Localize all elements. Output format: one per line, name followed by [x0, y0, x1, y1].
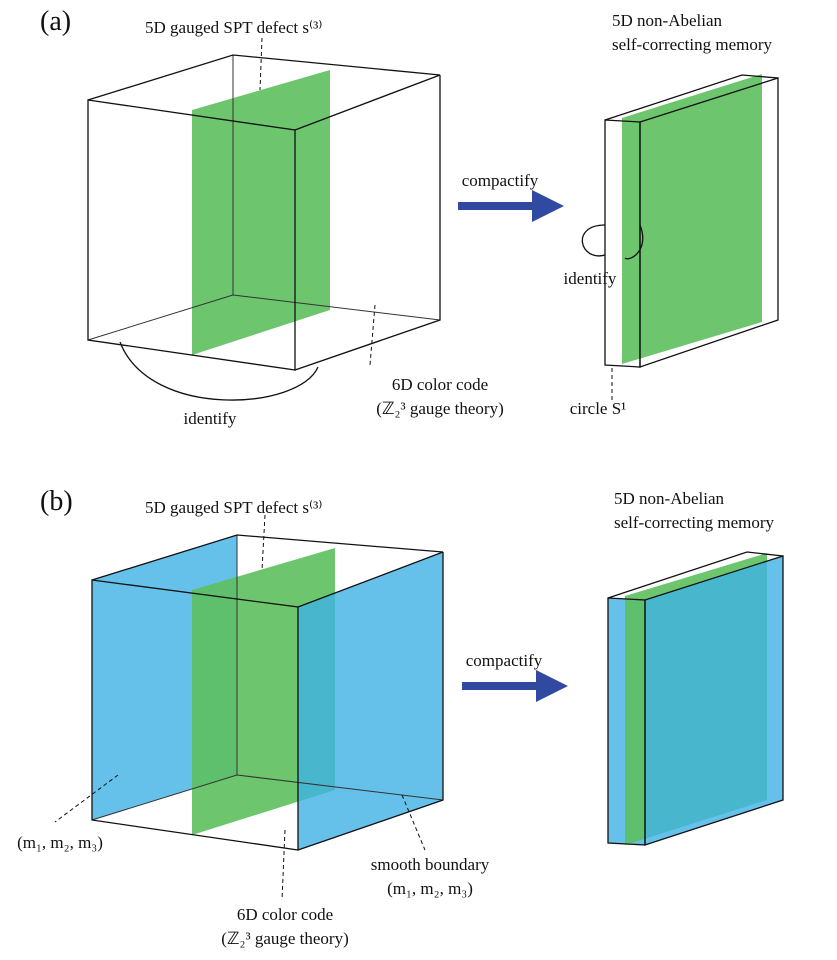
smooth-label: (m₁, m₂, m₃): [387, 879, 473, 898]
panel-label: (b): [40, 486, 73, 517]
arrow-label: compactify: [462, 171, 539, 190]
identify-arc: [119, 341, 319, 401]
code-label: (ℤ₂³ gauge theory): [221, 929, 349, 948]
boundary-label: (m₁, m₂, m₃): [17, 833, 103, 852]
memory-label: self-correcting memory: [614, 513, 775, 532]
slab-top: [607, 551, 784, 599]
leader: [54, 774, 119, 823]
slab-top: [604, 74, 779, 121]
hidden-edge: [232, 294, 441, 321]
defect-label: 5D gauged SPT defect s⁽³⁾: [145, 18, 322, 37]
cube-top: [87, 54, 441, 131]
cube-side: [297, 552, 444, 851]
code-label: 6D color code: [237, 905, 333, 924]
identify-arc: [581, 224, 644, 260]
panel-b: (b) 5D gauged SPT defect s⁽³⁾ (m₁, m₂, m…: [17, 486, 784, 948]
memory-label: 5D non-Abelian: [614, 489, 725, 508]
panel-a: (a) identify 5D gauged SPT defect s⁽³⁾ 6…: [40, 6, 779, 428]
identify-label: identify: [184, 409, 237, 428]
leader: [281, 829, 286, 901]
arrow-label: compactify: [466, 651, 543, 670]
defect-plane: [622, 74, 762, 364]
leader: [401, 794, 426, 851]
cube-side: [294, 75, 441, 371]
boundary-face: [298, 552, 443, 850]
leader: [369, 304, 376, 366]
memory-label: self-correcting memory: [612, 35, 773, 54]
slab-front: [639, 77, 779, 368]
panel-label: (a): [40, 6, 71, 37]
smooth-label: smooth boundary: [371, 855, 490, 874]
defect-plane: [192, 70, 330, 355]
defect-label: 5D gauged SPT defect s⁽³⁾: [145, 498, 322, 517]
code-label: 6D color code: [392, 375, 488, 394]
identify-label: identify: [564, 269, 617, 288]
memory-label: 5D non-Abelian: [612, 11, 723, 30]
cube-top: [91, 534, 444, 608]
circle-label: circle S¹: [570, 399, 627, 418]
leader: [259, 37, 263, 91]
leader: [261, 514, 266, 571]
slab-front: [644, 555, 784, 846]
hidden-edge: [236, 774, 444, 801]
code-label: (ℤ₂³ gauge theory): [376, 399, 504, 418]
boundary-face: [645, 556, 783, 845]
